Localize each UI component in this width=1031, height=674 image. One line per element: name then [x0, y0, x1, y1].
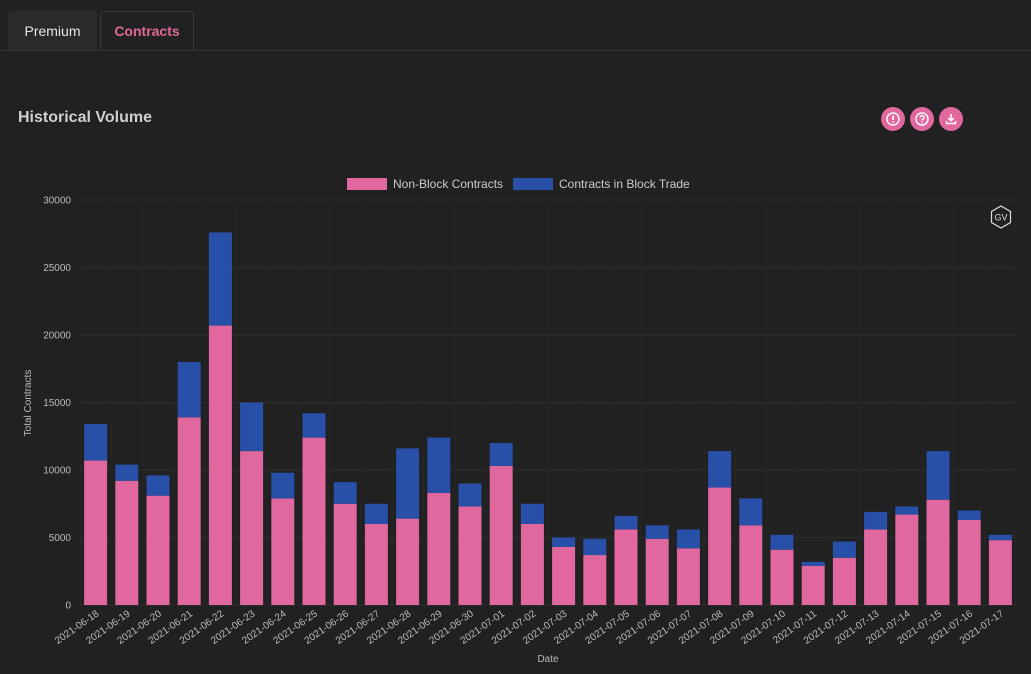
bar-block-trade[interactable]	[396, 448, 420, 519]
info-button[interactable]	[881, 107, 905, 131]
bar-non-block[interactable]	[427, 492, 451, 605]
bar-block-trade[interactable]	[583, 538, 607, 556]
y-tick-label: 0	[65, 601, 71, 612]
bar-non-block[interactable]	[552, 546, 576, 605]
bar-block-trade[interactable]	[895, 506, 919, 515]
bar-non-block[interactable]	[895, 514, 919, 605]
bar-block-trade[interactable]	[302, 413, 326, 438]
bar-block-trade[interactable]	[739, 498, 763, 526]
bar-non-block[interactable]	[489, 465, 513, 605]
legend-swatch-non-block[interactable]	[347, 178, 387, 190]
tab-premium[interactable]: Premium	[8, 11, 97, 50]
bar-non-block[interactable]	[208, 325, 232, 605]
bar-non-block[interactable]	[864, 529, 888, 605]
bar-block-trade[interactable]	[645, 525, 669, 539]
download-button[interactable]	[939, 107, 963, 131]
bar-non-block[interactable]	[333, 503, 357, 605]
bar-block-trade[interactable]	[177, 362, 201, 418]
bar-block-trade[interactable]	[676, 529, 700, 549]
bar-non-block[interactable]	[146, 495, 170, 605]
bar-non-block[interactable]	[302, 437, 326, 605]
bar-non-block[interactable]	[739, 525, 763, 605]
bar-block-trade[interactable]	[240, 402, 264, 452]
legend-label-block[interactable]: Contracts in Block Trade	[559, 177, 690, 191]
bar-non-block[interactable]	[645, 538, 669, 605]
watermark-text: GV	[994, 213, 1007, 223]
chart-bars	[84, 232, 1012, 605]
bar-block-trade[interactable]	[988, 534, 1012, 541]
bar-non-block[interactable]	[770, 549, 794, 605]
chart-grid	[79, 199, 1017, 606]
download-icon	[945, 114, 957, 125]
info-icon	[886, 112, 900, 126]
bar-non-block[interactable]	[801, 565, 825, 605]
bar-block-trade[interactable]	[614, 515, 638, 530]
bar-non-block[interactable]	[458, 506, 482, 605]
bar-non-block[interactable]	[364, 524, 388, 605]
bar-non-block[interactable]	[177, 417, 201, 605]
bar-block-trade[interactable]	[864, 511, 888, 530]
bar-block-trade[interactable]	[926, 451, 950, 500]
bar-block-trade[interactable]	[115, 464, 139, 481]
bar-block-trade[interactable]	[146, 475, 170, 496]
bar-block-trade[interactable]	[364, 503, 388, 524]
bar-block-trade[interactable]	[271, 472, 295, 499]
legend-label-non-block[interactable]: Non-Block Contracts	[393, 177, 503, 191]
tab-bar: Premium Contracts	[0, 0, 1031, 51]
bar-non-block[interactable]	[583, 555, 607, 605]
help-button[interactable]	[910, 107, 934, 131]
bar-non-block[interactable]	[988, 540, 1012, 605]
y-tick-label: 25000	[43, 263, 71, 274]
bar-block-trade[interactable]	[708, 451, 732, 488]
bar-block-trade[interactable]	[427, 437, 451, 493]
watermark-logo: GV	[990, 205, 1012, 229]
section-title: Historical Volume	[18, 109, 152, 126]
bar-non-block[interactable]	[396, 518, 420, 605]
bar-block-trade[interactable]	[458, 483, 482, 507]
bar-non-block[interactable]	[240, 451, 264, 605]
bar-non-block[interactable]	[957, 519, 981, 605]
y-tick-label: 5000	[49, 533, 72, 544]
y-tick-label: 15000	[43, 398, 71, 409]
y-axis-title: Total Contracts	[23, 370, 34, 437]
y-tick-label: 10000	[43, 466, 71, 477]
bar-block-trade[interactable]	[208, 232, 232, 326]
bar-block-trade[interactable]	[489, 443, 513, 466]
bar-block-trade[interactable]	[801, 561, 825, 566]
bar-block-trade[interactable]	[333, 482, 357, 504]
y-tick-label: 20000	[43, 331, 71, 342]
bar-non-block[interactable]	[520, 524, 544, 605]
x-axis-title: Date	[537, 654, 559, 665]
bar-block-trade[interactable]	[832, 541, 856, 558]
tab-contracts[interactable]: Contracts	[100, 11, 194, 50]
bar-block-trade[interactable]	[770, 534, 794, 550]
bar-block-trade[interactable]	[552, 537, 576, 547]
bar-non-block[interactable]	[926, 499, 950, 605]
bar-non-block[interactable]	[832, 557, 856, 605]
bar-block-trade[interactable]	[957, 510, 981, 520]
legend-swatch-block[interactable]	[513, 178, 553, 190]
bar-block-trade[interactable]	[520, 503, 544, 524]
chart-legend: Non-Block Contracts Contracts in Block T…	[347, 177, 690, 191]
bar-non-block[interactable]	[271, 498, 295, 605]
bar-non-block[interactable]	[676, 548, 700, 605]
bar-block-trade[interactable]	[84, 424, 108, 461]
bar-non-block[interactable]	[614, 529, 638, 605]
bar-non-block[interactable]	[708, 487, 732, 605]
bar-non-block[interactable]	[84, 460, 108, 605]
bar-non-block[interactable]	[115, 480, 139, 605]
y-tick-label: 30000	[43, 196, 71, 207]
help-icon	[915, 112, 929, 126]
